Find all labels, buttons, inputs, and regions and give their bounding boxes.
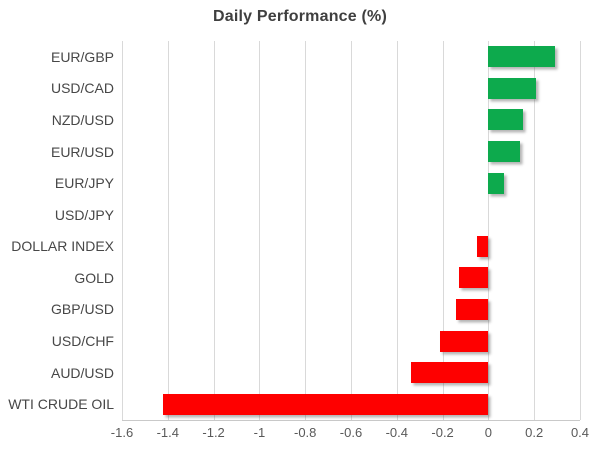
category-label: GOLD bbox=[74, 269, 114, 286]
x-tick-label: -0.8 bbox=[293, 425, 317, 440]
category-label: EUR/GBP bbox=[50, 48, 114, 65]
x-tick-label: -1.2 bbox=[202, 425, 225, 440]
bar-eur-usd bbox=[488, 141, 521, 163]
x-tick-label: -1.4 bbox=[156, 425, 179, 440]
bar-nzd-usd bbox=[488, 109, 523, 131]
category-label: WTI CRUDE OIL bbox=[8, 396, 114, 413]
bar-usd-cad bbox=[488, 77, 537, 99]
bar-wti-crude-oil bbox=[163, 393, 489, 415]
bar-eur-gbp bbox=[488, 46, 555, 68]
x-tick-label: -0.6 bbox=[339, 425, 363, 440]
x-tick-label: -0.2 bbox=[431, 425, 454, 440]
gridline bbox=[122, 41, 123, 420]
x-tick-label: -1.6 bbox=[110, 425, 134, 440]
bar-gbp-usd bbox=[456, 298, 489, 320]
category-label: EUR/JPY bbox=[54, 175, 114, 192]
plot-area bbox=[122, 41, 581, 421]
gridline bbox=[351, 41, 352, 420]
gridline bbox=[213, 41, 215, 420]
bar-eur-jpy bbox=[488, 172, 505, 194]
category-label: GBP/USD bbox=[50, 301, 114, 318]
x-tick-label: 0 bbox=[484, 425, 492, 440]
x-tick-label: 0.2 bbox=[525, 425, 544, 440]
category-label: USD/CAD bbox=[50, 80, 114, 97]
x-tick-label: 0.4 bbox=[570, 425, 590, 440]
gridline bbox=[580, 41, 581, 420]
category-label: AUD/USD bbox=[50, 364, 114, 381]
x-tick-label: -1 bbox=[253, 425, 266, 440]
bar-dollar-index bbox=[476, 235, 489, 257]
category-label: EUR/USD bbox=[50, 143, 114, 160]
category-label: USD/CHF bbox=[51, 333, 114, 350]
bar-gold bbox=[458, 267, 489, 289]
x-tick-label: -0.4 bbox=[385, 425, 408, 440]
gridline bbox=[396, 41, 398, 420]
gridline bbox=[534, 41, 536, 420]
gridline bbox=[488, 41, 490, 420]
bar-aud-usd bbox=[410, 362, 489, 384]
category-label: DOLLAR INDEX bbox=[11, 238, 114, 255]
gridline bbox=[442, 41, 444, 420]
chart-title: Daily Performance (%) bbox=[212, 8, 388, 25]
gridline bbox=[259, 41, 261, 420]
gridline bbox=[167, 41, 169, 420]
bar-usd-chf bbox=[440, 330, 489, 352]
gridline bbox=[305, 41, 307, 420]
category-label: NZD/USD bbox=[51, 111, 114, 128]
category-label: USD/JPY bbox=[54, 206, 114, 223]
